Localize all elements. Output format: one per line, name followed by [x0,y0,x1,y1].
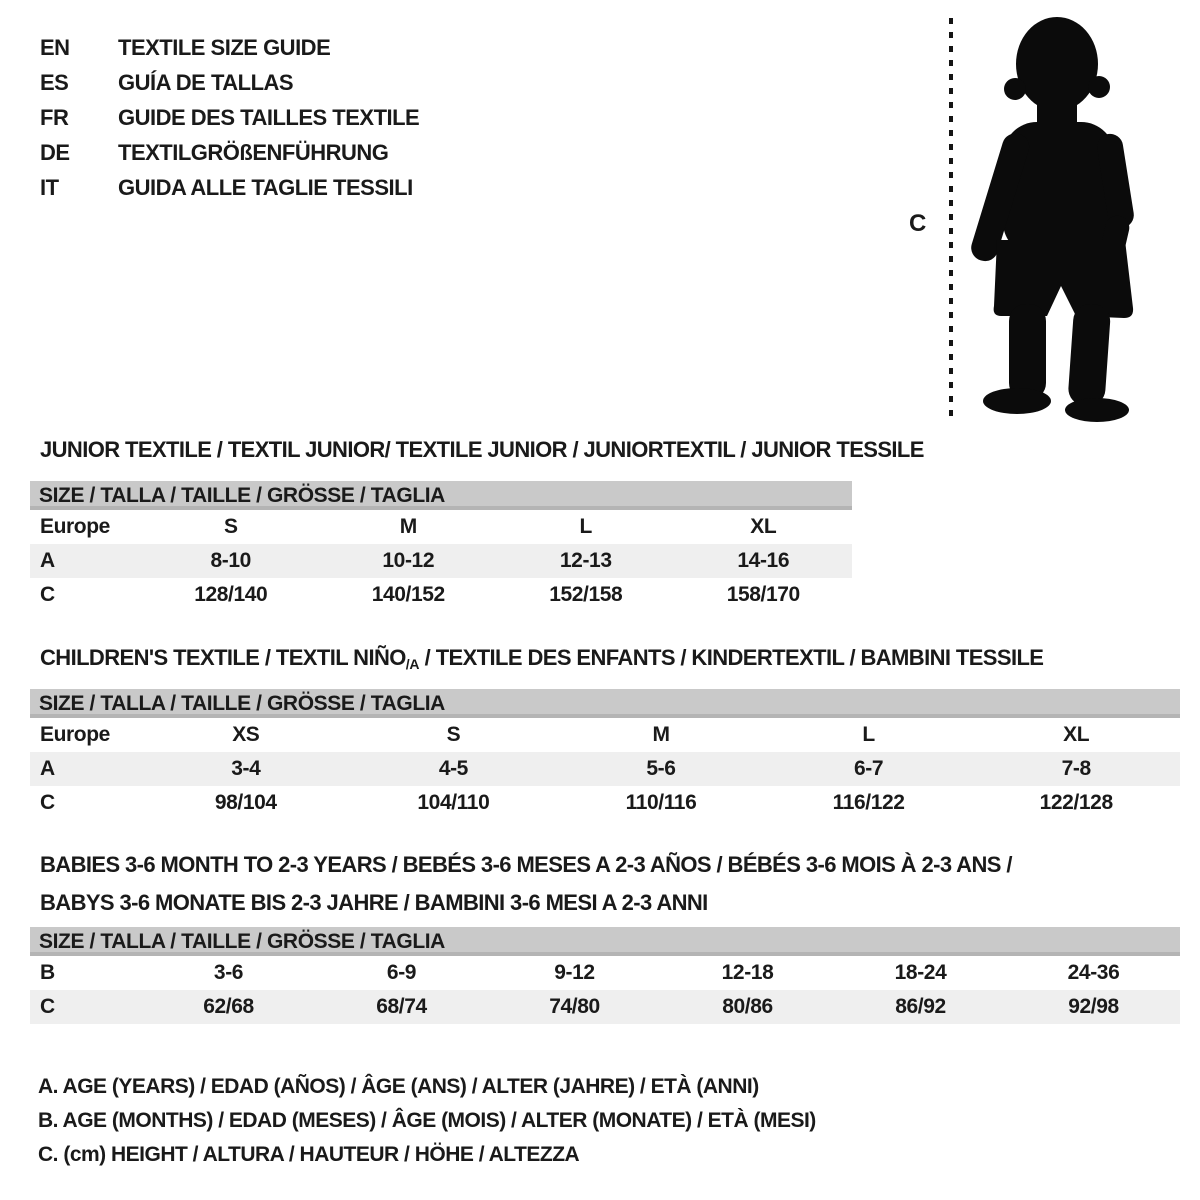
legend: A. AGE (YEARS) / EDAD (AÑOS) / ÂGE (ANS)… [38,1070,816,1172]
title-subscript: /A [405,656,420,672]
height-cell: 80/86 [722,995,773,1018]
age-cell: 6-7 [854,757,884,780]
size-cell: L [862,723,875,746]
table-row-age: A 8-10 10-12 12-13 14-16 [30,544,852,578]
height-cell: 116/122 [832,791,905,814]
language-label: TEXTILE SIZE GUIDE [118,34,331,60]
height-cell: 104/110 [417,791,490,814]
height-cell: 98/104 [214,791,277,814]
language-row-en: EN TEXTILE SIZE GUIDE [40,30,419,65]
table-row-height: C 98/104 104/110 110/116 116/122 122/128 [30,786,1180,820]
height-cell: 158/170 [726,583,801,606]
height-cell: 68/74 [376,995,427,1018]
row-label: Europe [40,515,110,538]
height-cell: 122/128 [1039,791,1114,814]
legend-line-age-months: B. AGE (MONTHS) / EDAD (MESES) / ÂGE (MO… [38,1109,816,1132]
size-cell: XL [1063,723,1090,746]
table-row-height: C 128/140 140/152 152/158 158/170 [30,578,852,612]
months-cell: 6-9 [386,961,417,984]
language-code: IT [40,174,59,200]
size-cell: M [399,515,417,538]
language-code: EN [40,34,70,60]
months-cell: 9-12 [554,961,595,984]
height-measure-line-icon [949,18,953,418]
title-text: / TEXTILE DES ENFANTS / KINDERTEXTIL / B… [419,645,1044,670]
language-row-de: DE TEXTILGRÖßENFÜHRUNG [40,135,419,170]
row-label: A [40,549,55,572]
age-cell: 7-8 [1061,757,1092,780]
height-cell: 86/92 [895,995,946,1018]
row-label: B [40,961,55,984]
baby-silhouette-icon [971,17,1134,422]
size-header-bar: SIZE / TALLA / TAILLE / GRÖSSE / TAGLIA [30,481,852,510]
size-cell: L [579,515,593,538]
table-row-age: A 3-4 4-5 5-6 6-7 7-8 [30,752,1180,786]
babies-size-table: SIZE / TALLA / TAILLE / GRÖSSE / TAGLIA … [30,927,1180,1024]
size-cell: XL [750,515,777,538]
legend-line-height: C. (cm) HEIGHT / ALTURA / HAUTEUR / HÖHE… [38,1143,580,1166]
height-cell: 110/116 [625,791,697,814]
language-code: DE [40,139,70,165]
age-cell: 12-13 [559,549,612,572]
language-list: EN TEXTILE SIZE GUIDE ES GUÍA DE TALLAS … [40,30,420,205]
children-size-table: SIZE / TALLA / TAILLE / GRÖSSE / TAGLIA … [30,689,1180,820]
row-label: C [40,995,55,1018]
age-cell: 14-16 [737,549,790,572]
table-row-europe: Europe S M L XL [30,510,852,544]
size-cell: S [223,515,238,538]
title-line-2: BABYS 3-6 MONATE BIS 2-3 JAHRE / BAMBINI… [40,890,708,915]
babies-table-title: BABIES 3-6 MONTH TO 2-3 YEARS / BEBÉS 3-… [40,846,1012,922]
row-label: Europe [40,723,110,746]
language-label: GUIDE DES TAILLES TEXTILE [118,104,420,130]
baby-figure: C [895,10,1175,425]
language-label: GUÍA DE TALLAS [118,69,294,95]
language-label: TEXTILGRÖßENFÜHRUNG [118,139,389,165]
title-text: CHILDREN'S TEXTILE / TEXTIL NIÑO [40,645,406,670]
months-cell: 12-18 [721,961,774,984]
language-row-it: IT GUIDA ALLE TAGLIE TESSILI [40,170,419,205]
height-cell: 74/80 [549,995,600,1018]
language-code: ES [40,69,69,95]
title-line-1: BABIES 3-6 MONTH TO 2-3 YEARS / BEBÉS 3-… [40,852,1012,877]
age-cell: 5-6 [646,757,676,780]
months-cell: 3-6 [213,961,244,984]
age-cell: 8-10 [210,549,252,572]
size-cell: S [446,723,461,746]
height-cell: 128/140 [194,583,268,606]
junior-size-table: SIZE / TALLA / TAILLE / GRÖSSE / TAGLIA … [30,481,852,612]
height-cell: 62/68 [203,995,254,1018]
size-cell: XS [232,723,260,746]
height-cell: 140/152 [371,583,446,606]
language-row-es: ES GUÍA DE TALLAS [40,65,419,100]
language-label: GUIDA ALLE TAGLIE TESSILI [118,174,413,200]
junior-table-title: JUNIOR TEXTILE / TEXTIL JUNIOR/ TEXTILE … [40,437,924,462]
size-header-bar: SIZE / TALLA / TAILLE / GRÖSSE / TAGLIA [30,927,1180,956]
months-cell: 24-36 [1067,961,1120,984]
size-cell: M [652,723,670,746]
age-cell: 3-4 [231,757,261,780]
table-row-height: C 62/68 68/74 74/80 80/86 86/92 92/98 [30,990,1180,1024]
legend-line-age-years: A. AGE (YEARS) / EDAD (AÑOS) / ÂGE (ANS)… [38,1075,759,1098]
language-row-fr: FR GUIDE DES TAILLES TEXTILE [40,100,420,135]
age-cell: 4-5 [438,757,469,780]
months-cell: 18-24 [894,961,947,984]
height-cell: 152/158 [549,583,623,606]
height-measure-label: C [909,210,927,237]
row-label: C [40,583,55,606]
language-code: FR [40,104,69,130]
table-row-months: B 3-6 6-9 9-12 12-18 18-24 24-36 [30,956,1180,990]
height-cell: 92/98 [1068,995,1119,1018]
age-cell: 10-12 [382,549,435,572]
children-table-title: CHILDREN'S TEXTILE / TEXTIL NIÑO/A / TEX… [40,645,1044,672]
row-label: C [40,791,55,814]
table-row-europe: Europe XS S M L XL [30,718,1180,752]
row-label: A [40,757,55,780]
size-header-bar: SIZE / TALLA / TAILLE / GRÖSSE / TAGLIA [30,689,1180,718]
